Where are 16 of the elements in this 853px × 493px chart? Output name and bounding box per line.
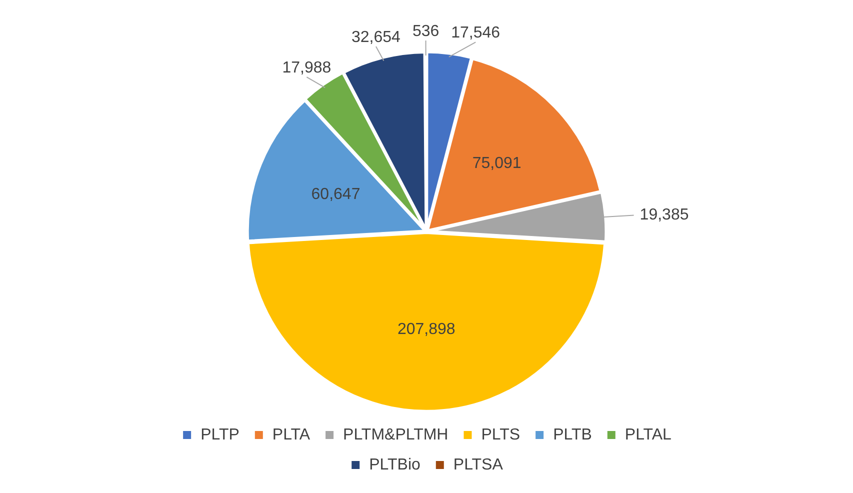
data-label: 32,654 [351,28,401,46]
legend-label: PLTSA [453,456,504,474]
data-label: 17,546 [451,24,500,42]
data-label: 60,647 [311,186,360,204]
data-label: 19,385 [640,206,689,224]
legend-label: PLTBio [369,456,420,474]
data-label: 207,898 [397,320,456,338]
legend-label: PLTM&PLTMH [343,426,448,444]
legend-label: PLTB [553,426,592,444]
data-label: 75,091 [472,154,522,172]
data-label: 17,988 [282,59,332,76]
data-label: 536 [412,22,440,40]
legend-label: PLTA [272,426,310,444]
legend-label: PLTP [200,426,240,444]
legend-label: PLTS [481,426,520,444]
legend-label: PLTAL [624,426,672,444]
